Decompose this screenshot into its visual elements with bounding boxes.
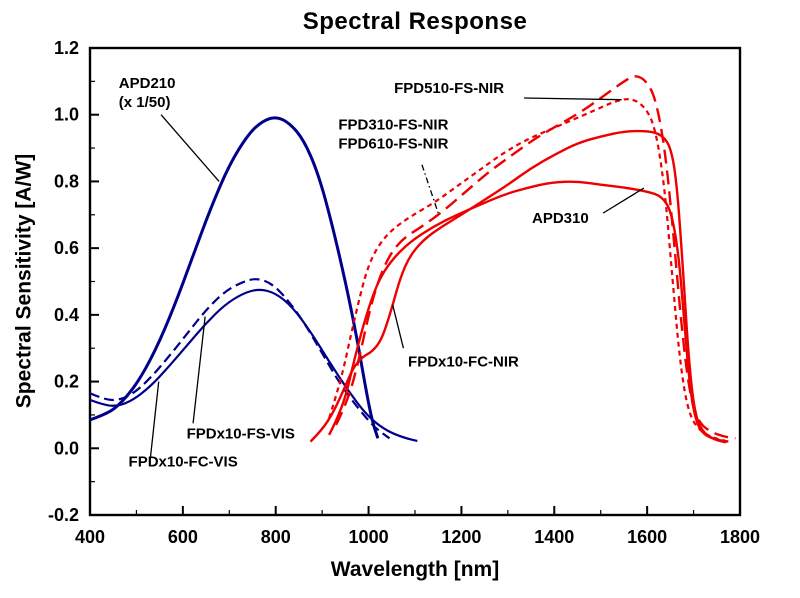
- x-tick-label: 1800: [720, 527, 760, 547]
- series-fpdx10-fs-vis: [89, 278, 391, 440]
- y-tick-label: 0.0: [54, 438, 79, 458]
- series-fpdx10-fc-nir: [309, 129, 727, 444]
- x-tick-label: 1000: [349, 527, 389, 547]
- y-tick-label: 0.8: [54, 171, 79, 191]
- fpd310-610-label: FPD610-FS-NIR: [338, 136, 448, 153]
- fpd510-label-leader: [524, 97, 622, 101]
- y-axis-label: Spectral Sensitivity [A/W]: [12, 153, 36, 409]
- series-apd210: [89, 116, 380, 439]
- fpd310-610-label: FPD310-FS-NIR: [338, 117, 448, 134]
- series-apd310: [328, 180, 729, 443]
- y-tick-label: 0.6: [54, 238, 79, 258]
- x-tick-label: 1200: [441, 527, 481, 547]
- fpdx10-fc-vis-label-leader: [149, 381, 160, 459]
- x-tick-label: 1600: [627, 527, 667, 547]
- x-tick-label: 400: [75, 527, 105, 547]
- fpdx10-fc-nir-label-leader: [392, 304, 405, 349]
- series-fpdx10-fc-vis: [89, 288, 418, 442]
- x-tick-label: 600: [168, 527, 198, 547]
- x-axis-label: Wavelength [nm]: [330, 558, 500, 581]
- y-tick-label: 1.0: [54, 105, 79, 125]
- apd210-label: (x 1/50): [119, 94, 171, 111]
- y-tick-label: 0.2: [54, 372, 79, 392]
- y-tick-label: 0.4: [54, 305, 79, 325]
- apd210-label: APD210: [119, 75, 176, 92]
- series-fpd510-fs-nir: [335, 75, 736, 440]
- y-tick-label: -0.2: [48, 505, 79, 525]
- chart-title: Spectral Response: [302, 8, 528, 35]
- fpdx10-fs-vis-label-leader: [192, 316, 206, 424]
- apd310-label: APD310: [532, 210, 589, 227]
- series-fpd310-610-fs-nir: [328, 98, 729, 443]
- fpdx10-fc-vis-label: FPDx10-FC-VIS: [129, 454, 238, 471]
- fpd510-label: FPD510-FS-NIR: [394, 80, 504, 97]
- fpdx10-fs-vis-label: FPDx10-FS-VIS: [187, 425, 295, 442]
- plot-frame: [88, 46, 742, 517]
- x-tick-label: 800: [261, 527, 291, 547]
- fpdx10-fc-nir-label: FPDx10-FC-NIR: [408, 354, 519, 371]
- apd310-label-leader: [602, 187, 645, 214]
- apd210-label-leader: [160, 114, 220, 182]
- y-tick-label: 1.2: [54, 38, 79, 58]
- x-tick-label: 1400: [534, 527, 574, 547]
- fpd310-610-label-leader: [421, 164, 439, 214]
